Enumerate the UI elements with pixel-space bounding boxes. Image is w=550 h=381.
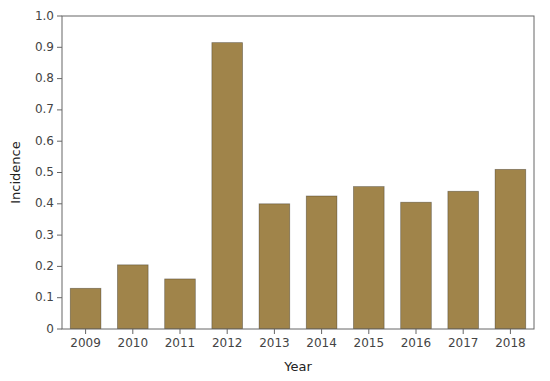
y-tick-label: 0.3	[35, 228, 54, 242]
x-tick-label: 2015	[354, 336, 385, 350]
x-tick-label: 2014	[306, 336, 337, 350]
y-axis-label: Incidence	[8, 141, 23, 203]
x-tick-label: 2009	[70, 336, 101, 350]
y-tick-label: 0.4	[35, 196, 54, 210]
x-tick-label: 2010	[118, 336, 149, 350]
y-tick	[57, 235, 62, 236]
bar	[401, 202, 432, 329]
chart-container: 00.10.20.30.40.50.60.70.80.91.0200920102…	[0, 0, 550, 381]
bar	[259, 204, 290, 329]
plot-frame	[62, 16, 534, 329]
y-tick	[57, 78, 62, 79]
x-tick-label: 2017	[448, 336, 479, 350]
y-tick-label: 0.1	[35, 290, 54, 304]
y-tick	[57, 16, 62, 17]
x-tick	[274, 329, 275, 334]
y-tick-label: 0	[46, 322, 54, 336]
y-tick-label: 0.5	[35, 165, 54, 179]
y-tick	[57, 297, 62, 298]
bar	[353, 187, 384, 329]
x-tick	[227, 329, 228, 334]
x-tick	[463, 329, 464, 334]
x-tick-label: 2018	[495, 336, 526, 350]
x-tick	[132, 329, 133, 334]
y-tick-label: 0.2	[35, 259, 54, 273]
y-tick	[57, 141, 62, 142]
x-tick	[368, 329, 369, 334]
y-tick	[57, 203, 62, 204]
x-tick	[321, 329, 322, 334]
bar	[212, 43, 243, 329]
y-tick	[57, 109, 62, 110]
x-tick-label: 2013	[259, 336, 290, 350]
y-tick	[57, 47, 62, 48]
x-tick	[85, 329, 86, 334]
bar	[495, 169, 526, 329]
chart: 00.10.20.30.40.50.60.70.80.91.0200920102…	[0, 0, 550, 381]
x-tick-label: 2016	[401, 336, 432, 350]
y-tick-label: 0.9	[35, 40, 54, 54]
y-tick-label: 1.0	[35, 9, 54, 23]
bar	[306, 196, 337, 329]
x-tick-label: 2012	[212, 336, 243, 350]
x-axis: 2009 2010 2011 2012 2013 2014 2015 2016 2017 2018	[70, 329, 525, 350]
y-tick	[57, 266, 62, 267]
y-tick-label: 0.6	[35, 134, 54, 148]
bar	[117, 265, 148, 329]
bar	[165, 279, 196, 329]
y-tick	[57, 172, 62, 173]
bar	[70, 288, 101, 329]
x-tick-label: 2011	[165, 336, 196, 350]
bar	[448, 191, 479, 329]
y-tick-label: 0.7	[35, 102, 54, 116]
x-tick	[180, 329, 181, 334]
y-tick	[57, 329, 62, 330]
y-axis: 0 0.1 0.2 0.3 0.4 0.5 0.6 0.7 0.8 0.9 1.0	[35, 9, 62, 336]
y-tick-label: 0.8	[35, 71, 54, 85]
x-tick	[510, 329, 511, 334]
x-tick	[416, 329, 417, 334]
bars	[70, 43, 525, 329]
x-axis-label: Year	[283, 359, 312, 374]
